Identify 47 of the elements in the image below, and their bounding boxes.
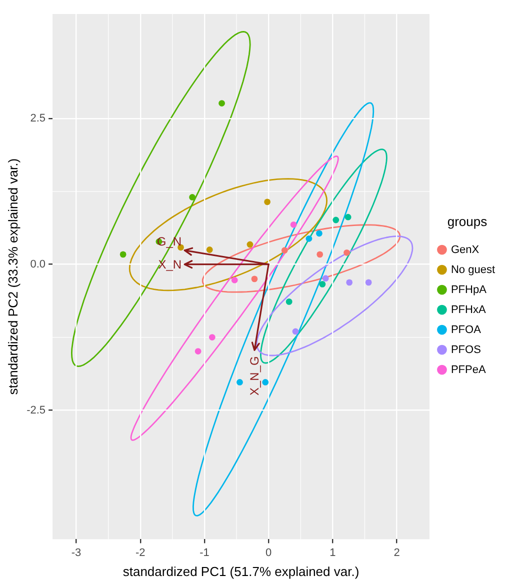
x-tick-label: 2 [394, 546, 400, 559]
point [208, 334, 216, 340]
point [319, 280, 326, 288]
point [306, 235, 312, 242]
point [346, 279, 353, 286]
point [236, 379, 243, 386]
legend-label: PFOS [450, 344, 481, 356]
point [316, 251, 324, 258]
x-tick-label: 0 [266, 546, 272, 559]
y-tick-label: -2.5 [26, 404, 46, 416]
point [281, 247, 288, 254]
point [286, 298, 292, 305]
legend-label: PFPeA [450, 364, 486, 376]
point [120, 251, 126, 258]
legend-label: PFHpA [450, 284, 488, 296]
annotation: X_N [158, 257, 182, 272]
x-tick-label: -3 [71, 546, 82, 559]
point [322, 275, 329, 282]
point [251, 276, 258, 282]
point [246, 241, 254, 248]
point [316, 230, 322, 237]
point [262, 379, 269, 386]
point [290, 221, 297, 228]
point [189, 194, 196, 200]
point [292, 328, 299, 335]
legend-title: groups [447, 214, 488, 229]
point [344, 214, 352, 220]
legend-label: PFOA [450, 324, 482, 336]
legend-label: No guest [450, 264, 496, 276]
point [194, 348, 202, 354]
x-tick-label: 1 [330, 546, 336, 559]
point [206, 246, 213, 253]
legend-label: GenX [450, 244, 480, 256]
y-tick-label: 0.0 [30, 258, 46, 270]
point [231, 276, 238, 284]
legend-label: PFHxA [450, 304, 486, 316]
y-axis-title: standardized PC2 (33.3% explained var.) [5, 158, 20, 395]
x-tick-label: -2 [135, 546, 146, 559]
x-axis-title: standardized PC1 (51.7% explained var.) [122, 564, 360, 579]
y-tick-label: 2.5 [30, 112, 46, 124]
point [344, 249, 350, 256]
point [365, 279, 372, 286]
point [218, 100, 225, 106]
annotation: X_N_G [247, 356, 262, 396]
x-tick-label: -1 [200, 546, 210, 559]
point [332, 216, 340, 224]
point [264, 198, 270, 206]
